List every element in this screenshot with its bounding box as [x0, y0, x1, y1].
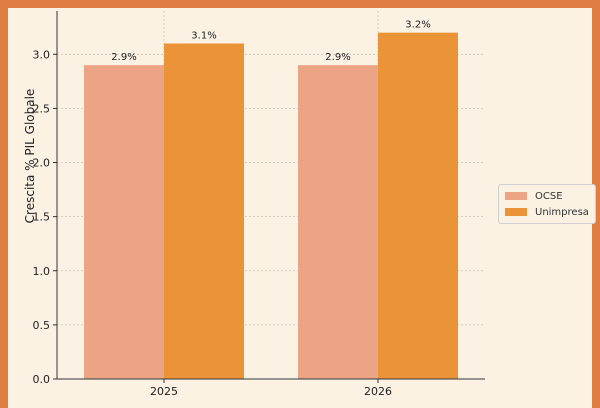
legend-item-unimpresa: Unimpresa: [505, 205, 589, 219]
data-label: 3.1%: [191, 30, 216, 41]
y-tick-label: 3.0: [33, 48, 51, 61]
y-axis-label: Crescita % PIL Globale: [23, 88, 37, 224]
legend: OCSE Unimpresa: [498, 184, 596, 224]
y-tick-label: 1.5: [33, 211, 51, 224]
y-tick-label: 2.5: [33, 102, 51, 115]
bar-chart: 0.0 0.5 1.0 1.5 2.0 2.5 3.0 2.9% 3.1% 2025 2.9% 3.2…: [33, 11, 485, 398]
legend-item-ocse: OCSE: [505, 189, 563, 203]
legend-swatch-unimpresa: [505, 208, 527, 216]
y-tick-label: 2.0: [33, 157, 51, 170]
data-label: 3.2%: [405, 20, 430, 31]
chart-panel: 0.0 0.5 1.0 1.5 2.0 2.5 3.0 2.9% 3.1% 2025 2.9% 3.2…: [8, 8, 596, 408]
x-tick-label: 2025: [150, 385, 178, 398]
bar-ocse-2025: [84, 65, 164, 379]
x-tick-label: 2026: [364, 385, 392, 398]
bar-ocse-2026: [298, 65, 378, 379]
data-label: 2.9%: [111, 52, 136, 63]
y-tick-label: 0.0: [33, 373, 51, 386]
y-tick-label: 0.5: [33, 319, 51, 332]
bar-unimpresa-2026: [378, 32, 458, 379]
data-label: 2.9%: [325, 52, 350, 63]
legend-label-ocse: OCSE: [535, 190, 563, 202]
y-tick-label: 1.0: [33, 265, 51, 278]
bar-unimpresa-2025: [164, 43, 244, 380]
legend-label-unimpresa: Unimpresa: [535, 206, 589, 218]
legend-swatch-ocse: [505, 192, 527, 200]
